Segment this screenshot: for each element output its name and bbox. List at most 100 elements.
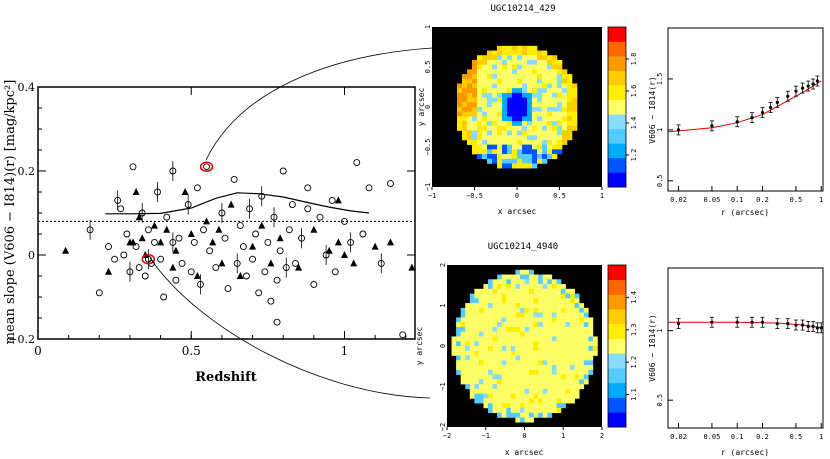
heatmap-cell (482, 55, 488, 61)
circle-point (285, 226, 293, 234)
heatmap-cell (519, 317, 525, 323)
heatmap-cell (477, 111, 483, 117)
heatmap-cell (529, 388, 534, 394)
profile-2-frame (667, 267, 824, 429)
heatmap-cell (487, 102, 493, 108)
heatmap-cell (551, 317, 557, 323)
heatmap-cell (533, 288, 539, 294)
heatmap-cell (547, 55, 553, 61)
heatmap-cell (478, 379, 484, 385)
heatmap-cell (483, 379, 489, 385)
heatmap-cell (457, 88, 463, 94)
heatmap-cell (565, 312, 571, 318)
heatmap-cell (469, 384, 475, 390)
heatmap-cell (524, 331, 530, 337)
heatmap-cell (533, 336, 539, 342)
heatmap-cell (519, 407, 525, 414)
heatmap-cell (537, 139, 543, 145)
triangle-point (236, 272, 244, 279)
heatmap-cell (574, 379, 580, 385)
x-tick-label: 1 (341, 344, 349, 358)
profile-x-tick-label: 0.5 (790, 433, 803, 441)
heatmap-cell (542, 384, 548, 390)
heatmap-cell (529, 365, 534, 371)
heatmap-1-cells (457, 45, 578, 169)
heatmap-cell (501, 279, 507, 285)
heatmap-cell (467, 139, 473, 145)
profile-point (750, 320, 754, 324)
heatmap-cell (560, 374, 566, 380)
heatmap-cell (472, 116, 478, 122)
heatmap-cell (570, 355, 575, 361)
heatmap-cell (501, 331, 507, 337)
heatmap-cell (492, 350, 498, 356)
heatmap-cell (512, 111, 518, 117)
triangle-point (350, 259, 358, 267)
heatmap-cell (588, 350, 594, 356)
heatmap-cell (483, 369, 489, 375)
colorbar-tick-label: 1.3 (630, 323, 638, 336)
circle-point (151, 238, 158, 246)
heatmap-cell (519, 341, 525, 347)
heatmap-cell (567, 102, 573, 108)
heatmap-cell (542, 322, 548, 328)
heatmap-cell (547, 360, 553, 366)
heatmap-cell (538, 293, 544, 299)
heatmap-cell (467, 69, 473, 75)
heatmap-cell (492, 341, 498, 347)
triangle-point (249, 242, 257, 250)
heatmap-cell (574, 298, 580, 304)
heatmap-cell (472, 135, 478, 141)
heatmap-cell (478, 288, 484, 294)
heatmap-cell (565, 298, 571, 304)
heatmap-cell (522, 55, 528, 61)
heatmap-cell (519, 346, 525, 352)
heatmap-cell (533, 407, 539, 414)
heatmap-cell (562, 135, 568, 141)
heatmap-cell (583, 331, 589, 337)
heatmap-cell (501, 288, 507, 294)
heatmap-cell (538, 336, 544, 342)
heatmap-cell (542, 92, 548, 98)
circle-point (322, 251, 330, 259)
heatmap-cell (533, 317, 539, 323)
heatmap-cell (488, 384, 493, 390)
heatmap-cell (556, 398, 562, 404)
heatmap-cell (501, 326, 507, 333)
heatmap-cell (478, 336, 484, 342)
heatmap-cell (515, 403, 521, 409)
circle-point (157, 255, 165, 263)
triangle-point (169, 263, 177, 271)
profile-point (735, 320, 739, 324)
profile-y-tick-label: 1.5 (656, 73, 664, 86)
heatmap-cell (529, 398, 534, 404)
heatmap-cell (465, 374, 471, 380)
colorbar-segment (608, 368, 626, 384)
heatmap-cell (510, 341, 516, 347)
hm-x-tick-label: 1 (561, 432, 565, 440)
heatmap-cell (542, 403, 548, 409)
heatmap-cell (529, 293, 534, 299)
heatmap-cell (472, 121, 478, 127)
heatmap-cell (488, 279, 493, 285)
heatmap-cell (519, 384, 525, 390)
heatmap-cell (497, 144, 503, 150)
heatmap-cell (497, 312, 503, 318)
heatmap-cell (492, 158, 498, 164)
heatmap-cell (487, 116, 493, 122)
heatmap-cell (460, 379, 466, 385)
heatmap-cell (474, 293, 480, 299)
heatmap-cell (524, 284, 530, 290)
heatmap-cell (483, 398, 489, 404)
heatmap-cell (469, 317, 475, 323)
heatmap-cell (538, 379, 544, 385)
heatmap-cell (572, 97, 578, 103)
heatmap-cell (483, 365, 489, 371)
heatmap-cell (547, 144, 553, 150)
heatmap-cell (462, 116, 468, 122)
triangle-point (181, 188, 189, 195)
heatmap-cell (497, 322, 503, 328)
heatmap-cell (512, 74, 518, 80)
heatmap-cell (488, 403, 493, 409)
